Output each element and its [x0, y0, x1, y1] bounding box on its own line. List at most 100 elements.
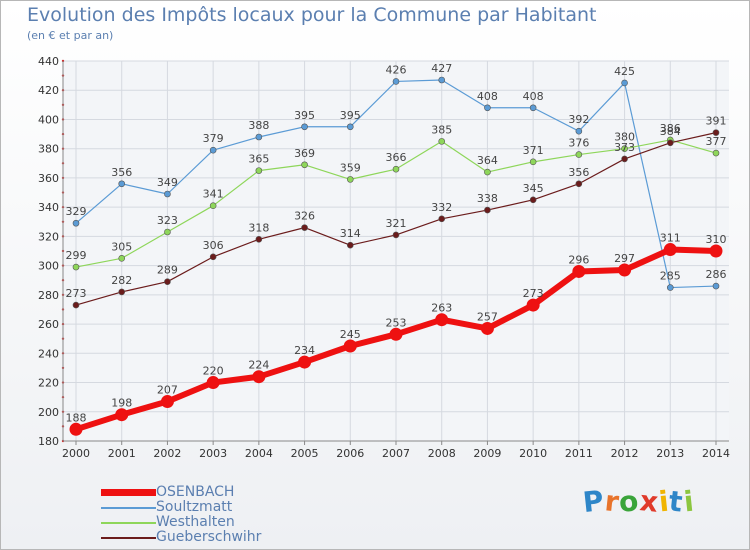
- x-tick-label: 2005: [291, 447, 319, 460]
- chart-title: Evolution des Impôts locaux pour la Comm…: [27, 4, 597, 26]
- data-label-osenbach: 207: [157, 384, 178, 397]
- data-label-westhalten: 299: [66, 249, 87, 262]
- data-label-gueberschwihr: 318: [248, 221, 269, 234]
- x-tick-label: 2011: [565, 447, 593, 460]
- data-label-gueberschwihr: 373: [614, 141, 635, 154]
- y-tick-label: 200: [38, 406, 59, 419]
- legend-swatch: [101, 507, 156, 509]
- y-tick-label: 220: [38, 377, 59, 390]
- legend-label: Gueberschwihr: [156, 529, 262, 545]
- logo-letter: P: [581, 483, 607, 520]
- data-label-osenbach: 263: [431, 302, 452, 315]
- legend-label: OSENBACH: [156, 484, 235, 500]
- data-point-osenbach: [343, 339, 357, 353]
- data-point-westhalten: [255, 167, 263, 174]
- x-tick-label: 2014: [702, 447, 730, 460]
- data-point-westhalten: [346, 176, 354, 183]
- data-point-westhalten: [301, 161, 308, 169]
- data-label-gueberschwihr: 384: [660, 125, 681, 138]
- data-label-westhalten: 380: [614, 131, 635, 144]
- data-point-gueberschwihr: [301, 224, 308, 231]
- data-point-osenbach: [252, 370, 266, 384]
- data-label-osenbach: 245: [340, 328, 361, 341]
- data-point-gueberschwihr: [392, 231, 400, 239]
- data-label-gueberschwihr: 391: [706, 115, 727, 128]
- data-label-soultzmatt: 388: [248, 119, 269, 132]
- data-point-soultzmatt: [301, 123, 308, 131]
- x-tick-label: 2013: [656, 447, 684, 460]
- y-tick-label: 320: [38, 230, 59, 243]
- data-point-westhalten: [712, 149, 720, 157]
- data-label-westhalten: 341: [203, 188, 224, 201]
- data-point-gueberschwihr: [438, 215, 446, 223]
- data-point-gueberschwihr: [712, 129, 720, 136]
- data-label-westhalten: 377: [706, 135, 727, 148]
- data-point-osenbach: [389, 327, 403, 341]
- data-point-westhalten: [438, 138, 446, 145]
- data-point-westhalten: [164, 228, 171, 236]
- y-tick-label: 420: [38, 84, 59, 97]
- y-tick-label: 240: [38, 347, 59, 360]
- y-tick-label: 280: [38, 289, 59, 302]
- data-label-gueberschwihr: 273: [66, 287, 87, 300]
- y-tick-label: 300: [38, 260, 59, 273]
- data-label-westhalten: 371: [523, 144, 544, 157]
- data-label-gueberschwihr: 321: [386, 217, 407, 230]
- data-point-westhalten: [484, 168, 491, 176]
- data-point-soultzmatt: [164, 190, 171, 198]
- data-point-osenbach: [298, 355, 312, 369]
- data-point-westhalten: [575, 151, 583, 158]
- data-label-soultzmatt: 425: [614, 65, 635, 78]
- line-chart: 180 200 220 240 260 280 300 320 340 360 380 400 420 4…: [38, 55, 730, 460]
- x-tick-label: 2010: [519, 447, 547, 460]
- logo-letter: i: [681, 484, 696, 519]
- x-tick-label: 2003: [199, 447, 227, 460]
- data-point-osenbach: [206, 376, 220, 390]
- data-label-soultzmatt: 408: [523, 90, 544, 103]
- data-point-soultzmatt: [209, 146, 217, 154]
- x-tick-label: 2002: [153, 447, 181, 460]
- data-point-gueberschwihr: [484, 206, 491, 214]
- data-label-westhalten: 376: [568, 137, 589, 150]
- data-label-soultzmatt: 349: [157, 176, 178, 189]
- data-label-gueberschwihr: 345: [523, 182, 544, 195]
- data-point-osenbach: [709, 244, 723, 258]
- data-label-osenbach: 224: [248, 359, 269, 372]
- data-label-osenbach: 296: [568, 253, 589, 266]
- data-point-westhalten: [621, 145, 628, 152]
- x-tick-label: 2006: [336, 447, 364, 460]
- data-point-osenbach: [115, 408, 129, 422]
- legend-label: Westhalten: [156, 514, 235, 530]
- y-tick-label: 380: [38, 143, 59, 156]
- y-tick-label: 260: [38, 318, 59, 331]
- data-label-westhalten: 323: [157, 214, 178, 227]
- data-label-soultzmatt: 392: [568, 113, 589, 126]
- x-tick-label: 2000: [62, 447, 90, 460]
- data-label-osenbach: 220: [203, 365, 224, 378]
- data-label-osenbach: 188: [66, 411, 87, 424]
- data-point-westhalten: [72, 263, 80, 271]
- data-label-westhalten: 386: [660, 122, 681, 135]
- data-label-soultzmatt: 395: [340, 109, 361, 122]
- data-point-soultzmatt: [666, 284, 674, 291]
- data-point-soultzmatt: [346, 123, 354, 131]
- data-label-soultzmatt: 426: [386, 63, 407, 76]
- data-label-osenbach: 297: [614, 252, 635, 265]
- data-label-soultzmatt: 356: [111, 166, 132, 179]
- data-label-westhalten: 369: [294, 147, 315, 160]
- data-point-gueberschwihr: [575, 180, 583, 188]
- data-point-osenbach: [663, 243, 677, 257]
- data-point-osenbach: [435, 313, 449, 327]
- data-point-westhalten: [529, 158, 537, 166]
- data-point-osenbach: [526, 298, 540, 312]
- legend-swatch: [101, 489, 156, 496]
- data-point-osenbach: [572, 264, 586, 278]
- data-point-osenbach: [69, 422, 83, 436]
- data-label-westhalten: 305: [111, 240, 132, 253]
- data-label-osenbach: 234: [294, 344, 315, 357]
- data-label-westhalten: 385: [431, 123, 452, 136]
- data-label-gueberschwihr: 356: [568, 166, 589, 179]
- data-point-gueberschwihr: [72, 301, 80, 309]
- legend-label: Soultzmatt: [156, 499, 233, 515]
